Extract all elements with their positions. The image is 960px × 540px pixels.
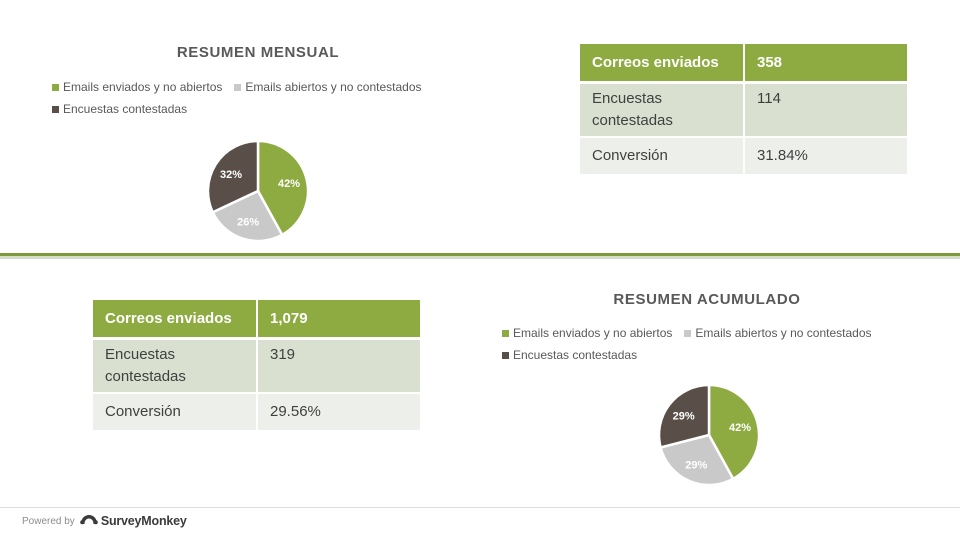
pie-slice-label: 26% xyxy=(237,216,259,228)
row-label-cell: Encuestas contestadas xyxy=(580,82,744,137)
pie-slice-label: 29% xyxy=(673,410,695,422)
legend-swatch-dark xyxy=(52,106,59,113)
monthly-pie-chart: 42% 26% 32% xyxy=(206,139,310,243)
header-value-cell: 358 xyxy=(744,44,908,82)
table-header-row: Correos enviados 358 xyxy=(580,44,908,82)
row-value-cell: 31.84% xyxy=(744,137,908,175)
section-divider-shadow xyxy=(0,256,960,259)
legend-item-emails-not-opened: Emails enviados y no abiertos xyxy=(52,80,222,94)
cumulative-chart-title: RESUMEN ACUMULADO xyxy=(602,291,812,308)
header-value-cell: 1,079 xyxy=(257,300,421,338)
row-value-cell: 29.56% xyxy=(257,393,421,431)
cumulative-pie-svg: 42% 29% 29% xyxy=(657,383,761,487)
pie-slice-label: 29% xyxy=(685,459,707,471)
row-label-cell: Encuestas contestadas xyxy=(93,338,257,393)
legend-label: Emails abiertos y no contestados xyxy=(245,80,421,94)
legend-swatch-green xyxy=(52,84,59,91)
surveymonkey-brand: SurveyMonkey xyxy=(101,514,187,528)
footer: Powered by SurveyMonkey xyxy=(22,514,187,528)
table-row: Encuestas contestadas 114 xyxy=(580,82,908,137)
legend-item-emails-opened-not-answered: Emails abiertos y no contestados xyxy=(234,80,421,94)
table-row: Conversión 31.84% xyxy=(580,137,908,175)
legend-swatch-dark xyxy=(502,352,509,359)
header-label-cell: Correos enviados xyxy=(580,44,744,82)
row-label-cell: Conversión xyxy=(580,137,744,175)
legend-swatch-gray xyxy=(234,84,241,91)
row-label-cell: Conversión xyxy=(93,393,257,431)
cumulative-stats-table: Correos enviados 1,079 Encuestas contest… xyxy=(93,300,422,432)
legend-label: Encuestas contestadas xyxy=(513,348,637,362)
pie-slice-label: 32% xyxy=(220,169,242,181)
legend-swatch-green xyxy=(502,330,509,337)
pie-slice-label: 42% xyxy=(278,178,300,190)
cumulative-legend: Emails enviados y no abiertos Emails abi… xyxy=(502,322,884,366)
table-row: Conversión 29.56% xyxy=(93,393,421,431)
monthly-legend: Emails enviados y no abiertos Emails abi… xyxy=(52,76,434,120)
table-header-row: Correos enviados 1,079 xyxy=(93,300,421,338)
legend-item-emails-not-opened: Emails enviados y no abiertos xyxy=(502,326,672,340)
monthly-chart-title: RESUMEN MENSUAL xyxy=(168,44,348,61)
monthly-pie-svg: 42% 26% 32% xyxy=(206,139,310,243)
legend-swatch-gray xyxy=(684,330,691,337)
surveymonkey-logo-icon xyxy=(80,514,98,528)
legend-item-emails-opened-not-answered: Emails abiertos y no contestados xyxy=(684,326,871,340)
row-value-cell: 319 xyxy=(257,338,421,393)
legend-label: Emails abiertos y no contestados xyxy=(695,326,871,340)
monthly-stats-table: Correos enviados 358 Encuestas contestad… xyxy=(580,44,909,176)
footer-divider xyxy=(0,507,960,508)
cumulative-pie-chart: 42% 29% 29% xyxy=(657,383,761,487)
header-label-cell: Correos enviados xyxy=(93,300,257,338)
table-row: Encuestas contestadas 319 xyxy=(93,338,421,393)
powered-by-text: Powered by xyxy=(22,516,75,527)
legend-item-surveys-answered: Encuestas contestadas xyxy=(502,348,637,362)
row-value-cell: 114 xyxy=(744,82,908,137)
pie-slice-label: 42% xyxy=(729,422,751,434)
legend-item-surveys-answered: Encuestas contestadas xyxy=(52,102,187,116)
legend-label: Emails enviados y no abiertos xyxy=(513,326,672,340)
legend-label: Encuestas contestadas xyxy=(63,102,187,116)
legend-label: Emails enviados y no abiertos xyxy=(63,80,222,94)
